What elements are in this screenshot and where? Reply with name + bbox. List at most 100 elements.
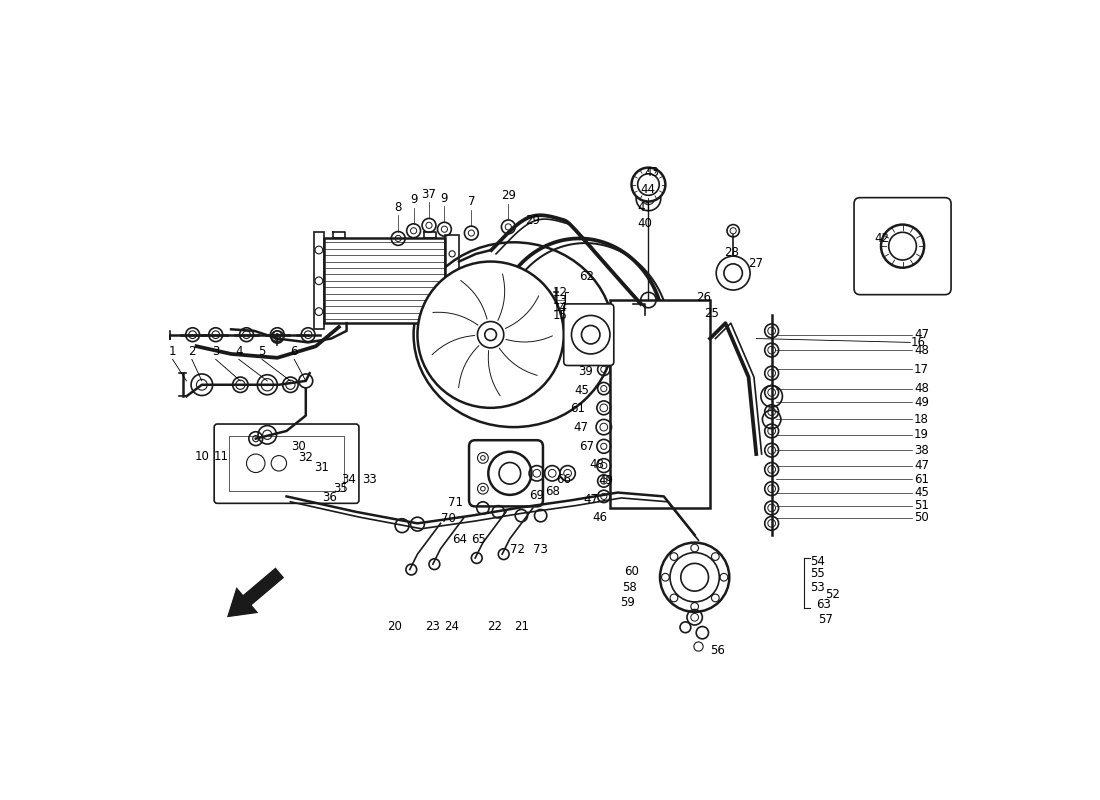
Text: 8: 8: [395, 201, 402, 214]
Text: 9: 9: [410, 193, 417, 206]
Text: 2: 2: [188, 345, 196, 358]
Text: 40: 40: [637, 217, 652, 230]
Text: 42: 42: [874, 232, 889, 245]
Text: 28: 28: [724, 246, 739, 259]
Text: 49: 49: [914, 396, 929, 409]
Text: 47: 47: [914, 328, 929, 341]
Text: 10: 10: [195, 450, 209, 463]
Text: 59: 59: [620, 596, 636, 609]
Text: 7: 7: [468, 195, 475, 209]
FancyBboxPatch shape: [854, 198, 952, 294]
Bar: [315, 232, 323, 330]
Text: 32: 32: [298, 451, 314, 464]
Text: 16: 16: [911, 336, 925, 349]
Text: 41: 41: [637, 201, 652, 214]
Text: 26: 26: [696, 291, 712, 304]
Text: 56: 56: [711, 644, 725, 657]
Circle shape: [418, 262, 563, 408]
Text: 43: 43: [645, 166, 660, 179]
Text: 21: 21: [514, 619, 529, 633]
Text: 12: 12: [552, 286, 568, 299]
Text: 38: 38: [914, 444, 928, 457]
Text: 24: 24: [444, 619, 460, 633]
Circle shape: [572, 315, 609, 354]
Text: 55: 55: [810, 567, 825, 580]
Text: 73: 73: [534, 542, 548, 555]
Text: 34: 34: [341, 473, 356, 486]
Text: 14: 14: [552, 302, 568, 314]
Bar: [446, 234, 459, 327]
Text: 29: 29: [500, 190, 516, 202]
Text: 47: 47: [583, 493, 598, 506]
Text: 71: 71: [449, 496, 463, 510]
Text: 46: 46: [593, 511, 607, 525]
Text: 51: 51: [914, 499, 929, 512]
Bar: [609, 300, 711, 508]
Text: 58: 58: [623, 581, 637, 594]
Text: 20: 20: [387, 619, 402, 633]
FancyArrow shape: [229, 570, 283, 616]
Circle shape: [485, 329, 496, 341]
Text: 69: 69: [529, 489, 544, 502]
Text: 5: 5: [258, 345, 265, 358]
FancyBboxPatch shape: [563, 304, 614, 366]
Text: 70: 70: [441, 512, 455, 525]
Circle shape: [660, 542, 729, 612]
Text: 19: 19: [914, 428, 929, 442]
Text: 68: 68: [544, 485, 560, 498]
Text: 27: 27: [749, 258, 763, 270]
Circle shape: [488, 452, 531, 495]
Text: 45: 45: [914, 486, 929, 499]
Text: 72: 72: [510, 542, 525, 555]
Text: 6: 6: [290, 345, 298, 358]
Text: 62: 62: [580, 270, 594, 283]
Text: 67: 67: [580, 440, 594, 453]
Text: 47: 47: [914, 459, 929, 472]
Text: 61: 61: [914, 473, 929, 486]
Text: 48: 48: [914, 344, 929, 357]
Text: 33: 33: [363, 473, 377, 486]
Text: 66: 66: [557, 474, 571, 486]
Text: 29: 29: [526, 214, 540, 227]
Text: 30: 30: [292, 440, 306, 453]
Text: 22: 22: [487, 619, 502, 633]
Text: 52: 52: [825, 589, 840, 602]
Text: 65: 65: [472, 534, 486, 546]
Text: 49: 49: [598, 474, 613, 487]
Text: 15: 15: [552, 309, 568, 322]
Text: 48: 48: [914, 382, 929, 395]
Circle shape: [881, 225, 924, 268]
Bar: [229, 436, 344, 491]
Text: 39: 39: [579, 365, 593, 378]
Text: 17: 17: [914, 363, 929, 376]
Text: 63: 63: [816, 598, 832, 610]
FancyArrow shape: [229, 570, 283, 616]
Text: 61: 61: [570, 402, 585, 415]
Text: 11: 11: [213, 450, 229, 463]
Text: 23: 23: [426, 619, 440, 633]
Text: 37: 37: [421, 188, 437, 201]
Text: 3: 3: [212, 345, 219, 358]
Text: 50: 50: [914, 511, 928, 525]
FancyBboxPatch shape: [214, 424, 359, 503]
Text: 4: 4: [235, 345, 243, 358]
Text: 9: 9: [441, 191, 448, 205]
FancyBboxPatch shape: [469, 440, 543, 506]
Text: 64: 64: [452, 534, 468, 546]
Text: 13: 13: [552, 294, 568, 306]
Text: 35: 35: [333, 482, 348, 495]
Text: 48: 48: [588, 458, 604, 470]
Text: 44: 44: [640, 183, 656, 197]
Text: 47: 47: [573, 421, 588, 434]
Circle shape: [631, 168, 666, 202]
Text: 57: 57: [818, 613, 833, 626]
Text: 36: 36: [321, 491, 337, 505]
Text: 25: 25: [704, 306, 718, 320]
Text: 1: 1: [168, 345, 176, 358]
Text: 18: 18: [914, 413, 929, 426]
Text: 31: 31: [314, 462, 329, 474]
Circle shape: [477, 322, 504, 348]
Bar: [323, 238, 446, 323]
Text: 60: 60: [625, 566, 639, 578]
Text: 45: 45: [574, 384, 590, 397]
